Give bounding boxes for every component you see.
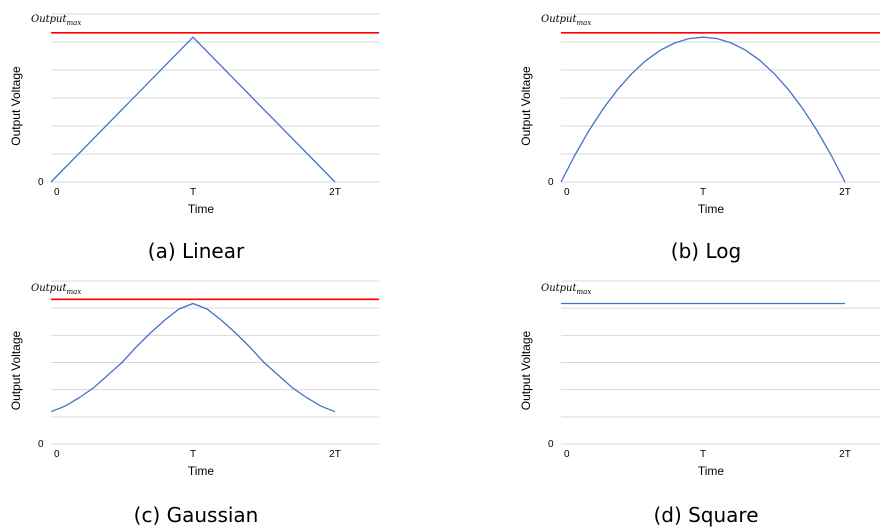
panel-caption: (a) Linear [148,239,245,263]
output-voltage-line [50,36,336,183]
panel-caption: (b) Log [671,239,741,263]
x-tick-label: 2T [839,187,851,198]
output-max-base: Output [31,14,67,25]
y-tick-label: 0 [38,177,44,188]
output-max-subscript: max [67,288,82,296]
x-tick-label: 0 [564,449,570,460]
y-tick-label: 0 [548,439,554,450]
x-axis-label: Time [698,464,725,478]
x-tick-label: T [700,449,706,460]
output-max-label: Outputmax [541,283,591,296]
x-tick-label: 0 [564,187,570,198]
x-axis-label: Time [188,202,215,216]
y-axis-label: Output Voltage [519,330,533,410]
y-tick-label: 0 [38,439,44,450]
x-tick-label: T [190,449,196,460]
x-axis-label: Time [698,202,725,216]
output-max-subscript: max [577,19,592,27]
output-max-base: Output [31,283,67,294]
y-axis-label: Output Voltage [519,66,533,146]
chart-panel-4: Outputmax 00 T 2T Time Output Voltage (d) Squa… [519,280,880,527]
x-tick-label: 0 [54,449,60,460]
output-max-label: Outputmax [31,283,81,296]
chart-panel-3: Outputmax 00 T 2T Time Output Voltage (c) Gaus… [9,280,379,527]
x-axis-label: Time [188,464,215,478]
y-axis-label: Output Voltage [9,66,23,146]
chart-panel-2: Outputmax 00 T 2T Time Output Voltage (b) Log [519,13,880,263]
output-max-base: Output [541,14,577,25]
output-max-label: Outputmax [541,14,591,27]
panel-caption: (c) Gaussian [134,503,259,527]
output-max-base: Output [541,283,577,294]
x-tick-label: 0 [54,187,60,198]
output-max-subscript: max [577,288,592,296]
y-axis-label: Output Voltage [9,330,23,410]
chart-panel-1: Outputmax 00 T 2T Time Output Voltage (a) Line… [9,13,379,263]
x-tick-label: 2T [839,449,851,460]
output-max-label: Outputmax [31,14,81,27]
x-tick-label: T [190,187,196,198]
output-max-subscript: max [67,19,82,27]
y-tick-label: 0 [548,177,554,188]
output-voltage-line [560,36,846,183]
x-tick-label: 2T [329,449,341,460]
output-voltage-line [50,302,336,413]
panel-caption: (d) Square [653,503,758,527]
x-tick-label: 2T [329,187,341,198]
x-tick-label: T [700,187,706,198]
